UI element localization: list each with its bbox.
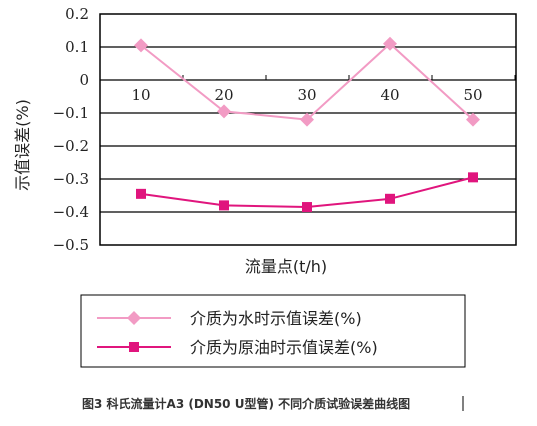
y-axis-title: 示值误差(%) xyxy=(13,99,32,191)
x-tick-labels: 10 20 30 40 50 xyxy=(131,86,482,104)
data-point-square xyxy=(468,172,478,183)
x-tick-label: 40 xyxy=(380,86,399,104)
data-point-diamond xyxy=(134,38,148,53)
y-tick-labels: 0.2 0.1 0 −0.1 −0.2 −0.3 −0.4 −0.5 xyxy=(53,5,89,254)
figure-caption: 图3 科氏流量计A3 (DN50 U型管) 不同介质试验误差曲线图 xyxy=(82,396,410,411)
plot-area-border xyxy=(99,13,517,246)
data-point-square xyxy=(219,200,229,211)
y-tick-label: −0.1 xyxy=(53,104,89,122)
legend-label-oil: 介质为原油时示值误差(%) xyxy=(190,338,378,357)
data-point-square xyxy=(136,188,146,199)
series-group xyxy=(134,36,480,213)
y-tick-label: −0.3 xyxy=(53,170,89,188)
data-point-square xyxy=(302,202,312,213)
y-tick-label: 0 xyxy=(79,71,89,89)
x-tick-label: 10 xyxy=(131,86,150,104)
legend-box xyxy=(80,294,466,368)
legend-marker-water xyxy=(127,311,141,325)
x-tick-label: 30 xyxy=(297,86,316,104)
x-tick-label: 50 xyxy=(463,86,482,104)
y-tick-label: 0.1 xyxy=(65,38,89,56)
data-point-diamond xyxy=(383,36,397,51)
grid-lines xyxy=(99,46,516,213)
legend-label-water: 介质为水时示值误差(%) xyxy=(190,309,362,328)
y-tick-label: −0.4 xyxy=(53,203,89,221)
data-point-square xyxy=(385,193,395,204)
y-tick-label: 0.2 xyxy=(65,5,89,23)
data-point-diamond xyxy=(466,112,480,127)
x-tick-label: 20 xyxy=(214,86,233,104)
y-tick-label: −0.5 xyxy=(53,236,89,254)
data-point-diamond xyxy=(217,104,231,119)
legend-marker-oil xyxy=(129,342,139,352)
data-point-diamond xyxy=(300,112,314,127)
series-line-0 xyxy=(140,42,474,121)
x-axis-title: 流量点(t/h) xyxy=(245,257,327,276)
legend: 介质为水时示值误差(%) 介质为原油时示值误差(%) xyxy=(80,294,466,368)
y-tick-label: −0.2 xyxy=(53,137,89,155)
